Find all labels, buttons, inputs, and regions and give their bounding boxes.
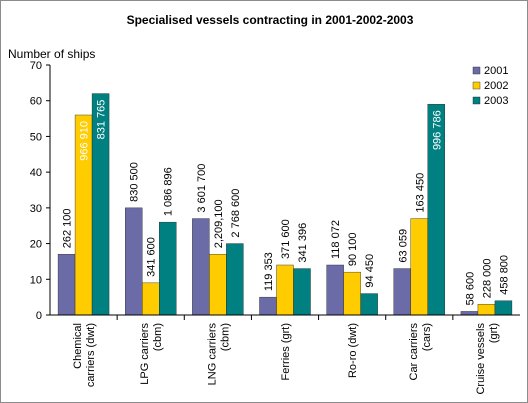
bar bbox=[494, 300, 513, 316]
category-label: Chemical bbox=[72, 323, 84, 369]
data-label: 63 059 bbox=[397, 229, 409, 263]
bar bbox=[159, 221, 177, 316]
data-label: 341 396 bbox=[297, 223, 309, 263]
data-label: 341 600 bbox=[146, 237, 158, 277]
bar bbox=[276, 264, 294, 316]
data-label: 996 786 bbox=[431, 110, 443, 150]
bars bbox=[57, 93, 513, 316]
legend-swatch bbox=[472, 81, 481, 90]
category-label: (grt) bbox=[488, 323, 500, 343]
data-label: 458 800 bbox=[498, 255, 510, 295]
y-tick-label: 50 bbox=[30, 131, 42, 143]
legend-label: 2002 bbox=[484, 80, 508, 92]
bar bbox=[410, 218, 428, 316]
data-label: 119 353 bbox=[263, 252, 275, 291]
data-label: 58 600 bbox=[464, 272, 476, 306]
data-label: 228 000 bbox=[481, 259, 493, 299]
chart-title: Specialised vessels contracting in 2001-… bbox=[127, 13, 414, 27]
bar bbox=[460, 311, 479, 316]
data-label: 118 072 bbox=[330, 220, 342, 259]
data-label: 1 086 896 bbox=[163, 167, 175, 216]
data-label: 371 600 bbox=[280, 219, 292, 259]
y-tick-label: 20 bbox=[30, 239, 42, 251]
bar bbox=[125, 207, 143, 316]
category-label: carriers (dwt) bbox=[85, 323, 97, 387]
bar bbox=[142, 282, 160, 316]
legend-swatch bbox=[472, 96, 481, 105]
category-label: Cruise vessels bbox=[475, 323, 487, 395]
y-tick-label: 70 bbox=[30, 60, 42, 72]
y-axis-title: Number of ships bbox=[8, 47, 95, 61]
bar bbox=[293, 268, 311, 316]
category-label: (cbm) bbox=[219, 323, 231, 351]
category-label: Ferries (grt) bbox=[280, 323, 292, 380]
y-tick-label: 40 bbox=[30, 167, 42, 179]
y-ticks: 0 10 20 30 40 50 60 70 bbox=[30, 60, 50, 322]
bar bbox=[393, 268, 411, 316]
data-label: 830 500 bbox=[129, 162, 141, 202]
y-tick-label: 60 bbox=[30, 96, 42, 108]
data-label: 90 100 bbox=[347, 232, 359, 266]
data-label: 966 910 bbox=[79, 121, 91, 161]
bar bbox=[192, 218, 210, 316]
y-tick-label: 10 bbox=[30, 274, 42, 286]
category-label: LPG carriers bbox=[139, 323, 151, 385]
bar bbox=[209, 254, 227, 316]
category-label: Car carriers bbox=[408, 323, 420, 381]
bar bbox=[477, 304, 496, 316]
data-label: 2 768 600 bbox=[230, 189, 242, 238]
data-label: 163 450 bbox=[414, 173, 426, 213]
y-tick-label: 0 bbox=[36, 310, 42, 322]
category-label: Ro-ro (dwt) bbox=[347, 323, 359, 378]
legend-label: 2001 bbox=[484, 65, 508, 77]
bar bbox=[343, 271, 361, 316]
data-label: 3 601 700 bbox=[196, 164, 208, 213]
data-label: 831 765 bbox=[96, 100, 108, 140]
data-label: 262 100 bbox=[62, 209, 74, 249]
legend-swatch bbox=[472, 66, 481, 75]
category-label: LNG carriers bbox=[206, 323, 218, 386]
legend: 2001 2002 2003 bbox=[472, 65, 508, 107]
category-label: (cars) bbox=[421, 323, 433, 351]
data-labels: 262 100 966 910 831 765 830 500 341 600 1 086… bbox=[62, 100, 511, 306]
legend-label: 2003 bbox=[484, 95, 508, 107]
category-labels: Chemical carriers (dwt) LPG carriers (cbm) L… bbox=[72, 315, 500, 395]
bar bbox=[360, 293, 378, 316]
bar bbox=[226, 243, 244, 316]
bar bbox=[326, 264, 344, 316]
data-label: 94 450 bbox=[364, 254, 376, 288]
y-tick-label: 30 bbox=[30, 203, 42, 215]
bar bbox=[259, 296, 277, 316]
bar bbox=[57, 254, 76, 316]
data-label: 2,209,100 bbox=[213, 199, 225, 248]
category-label: (cbm) bbox=[152, 323, 164, 351]
